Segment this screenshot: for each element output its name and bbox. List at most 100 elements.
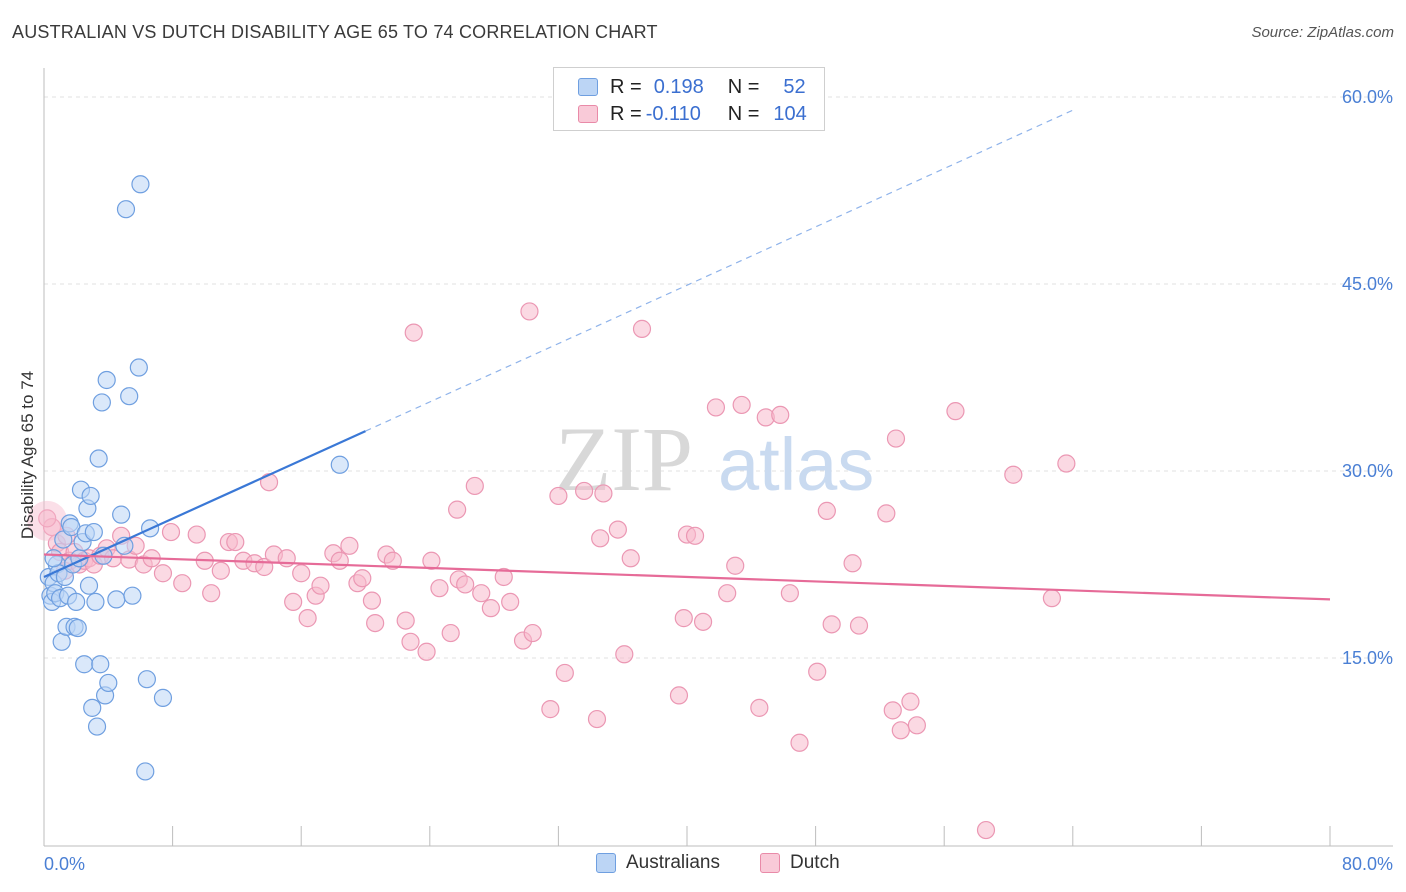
dutch-point [38, 509, 57, 528]
dutch-point [383, 551, 402, 570]
dutch-point [608, 520, 627, 539]
dutch-point [587, 709, 607, 729]
bottom-legend-label-dutch: Dutch [790, 852, 840, 873]
australians-point [67, 592, 86, 612]
australians-point [120, 387, 139, 406]
australians-point [153, 688, 173, 707]
dutch-point [808, 662, 827, 681]
watermark-zip: ZIP [555, 408, 693, 510]
australians-point [136, 762, 155, 781]
legend-swatch-australians [578, 78, 598, 96]
dutch-point [401, 632, 420, 651]
y-tick-label: 45.0% [1342, 274, 1393, 294]
australians-point [97, 370, 116, 390]
dutch-point [615, 645, 634, 664]
dutch-point [901, 692, 920, 711]
axes [43, 68, 1393, 847]
australians-point [137, 670, 156, 689]
legend-r-value: 0.198 [653, 75, 704, 98]
dutch-point [541, 700, 560, 719]
dutch-point [706, 398, 726, 417]
australians-trend-line [43, 430, 366, 578]
bottom-legend-australians: Australians [596, 852, 720, 874]
australians-point [86, 592, 105, 612]
dutch-point [173, 574, 192, 593]
australians-point [131, 175, 150, 194]
axis-labels: Disability Age 65 to 74 15.0% 30.0% 45.0% 6… [18, 87, 1393, 874]
dutch-point [153, 564, 173, 583]
dutch-point [976, 820, 996, 840]
dutch-point [718, 584, 737, 603]
dutch-point [417, 642, 436, 661]
dutch-point [843, 554, 862, 573]
legend-swatch-dutch [578, 105, 598, 123]
legend-row-australians: R = 0.198 N = 52 [578, 75, 806, 99]
dutch-point [211, 561, 230, 580]
x-tick-label: 80.0% [1342, 854, 1393, 874]
dutch-point [1057, 454, 1076, 473]
dutch-point [685, 526, 705, 545]
legend-n-label: N = [727, 102, 760, 125]
australians-point [84, 522, 103, 542]
dutch-point [771, 405, 790, 424]
australians-point [44, 549, 63, 568]
australians-point [129, 358, 148, 377]
dutch-series [27, 302, 1076, 840]
bottom-legend-dutch: Dutch [760, 852, 840, 874]
legend-n-value: 52 [783, 75, 806, 98]
dutch-point [523, 623, 542, 643]
legend-r-value: -0.110 [645, 102, 701, 125]
australians-point [123, 586, 142, 605]
dutch-point [891, 721, 910, 740]
dutch-point-large [27, 500, 68, 541]
dutch-point [366, 613, 385, 633]
australians-trend-extension [365, 109, 1074, 432]
dutch-point [292, 564, 311, 583]
gridlines [44, 96, 1393, 659]
dutch-point [886, 429, 906, 448]
dutch-point [693, 612, 713, 631]
legend-r-label: R = [610, 75, 642, 98]
dutch-point [404, 323, 423, 342]
dutch-point [726, 556, 745, 575]
dutch-point [311, 576, 330, 595]
dutch-point [750, 698, 769, 717]
bottom-legend-label-australians: Australians [626, 852, 720, 873]
dutch-point [456, 575, 475, 594]
dutch-point [353, 569, 372, 588]
dutch-point [575, 481, 594, 501]
trend-lines [43, 109, 1331, 601]
dutch-point [284, 592, 303, 612]
australians-point [68, 618, 87, 638]
dutch-point [549, 486, 568, 506]
australians-point [89, 449, 108, 468]
dutch-point [494, 567, 513, 587]
dutch-point [849, 616, 869, 635]
dutch-point [883, 701, 902, 720]
dutch-point [396, 611, 415, 630]
legend-n-value: 104 [773, 102, 807, 125]
dutch-point [790, 733, 809, 752]
australians-point [79, 576, 99, 595]
dutch-point [501, 592, 520, 612]
dutch-point [1004, 465, 1023, 484]
dutch-point [632, 319, 652, 338]
legend-n-label: N = [727, 75, 760, 98]
dutch-point [481, 599, 500, 618]
australians-point [83, 698, 102, 717]
dutch-point [340, 536, 359, 555]
australians-point [81, 486, 100, 506]
dutch-point [877, 504, 896, 523]
dutch-point [430, 579, 449, 598]
dutch-point [946, 402, 965, 421]
bottom-swatch-australians [596, 853, 616, 873]
legend-row-dutch: R = -0.110 N = 104 [578, 102, 807, 126]
dutch-point [422, 551, 441, 570]
dutch-point [465, 476, 484, 496]
dutch-point [187, 525, 206, 544]
dutch-point [202, 584, 221, 603]
australians-point [107, 590, 126, 609]
australians-point [330, 455, 349, 474]
dutch-point [226, 532, 245, 552]
